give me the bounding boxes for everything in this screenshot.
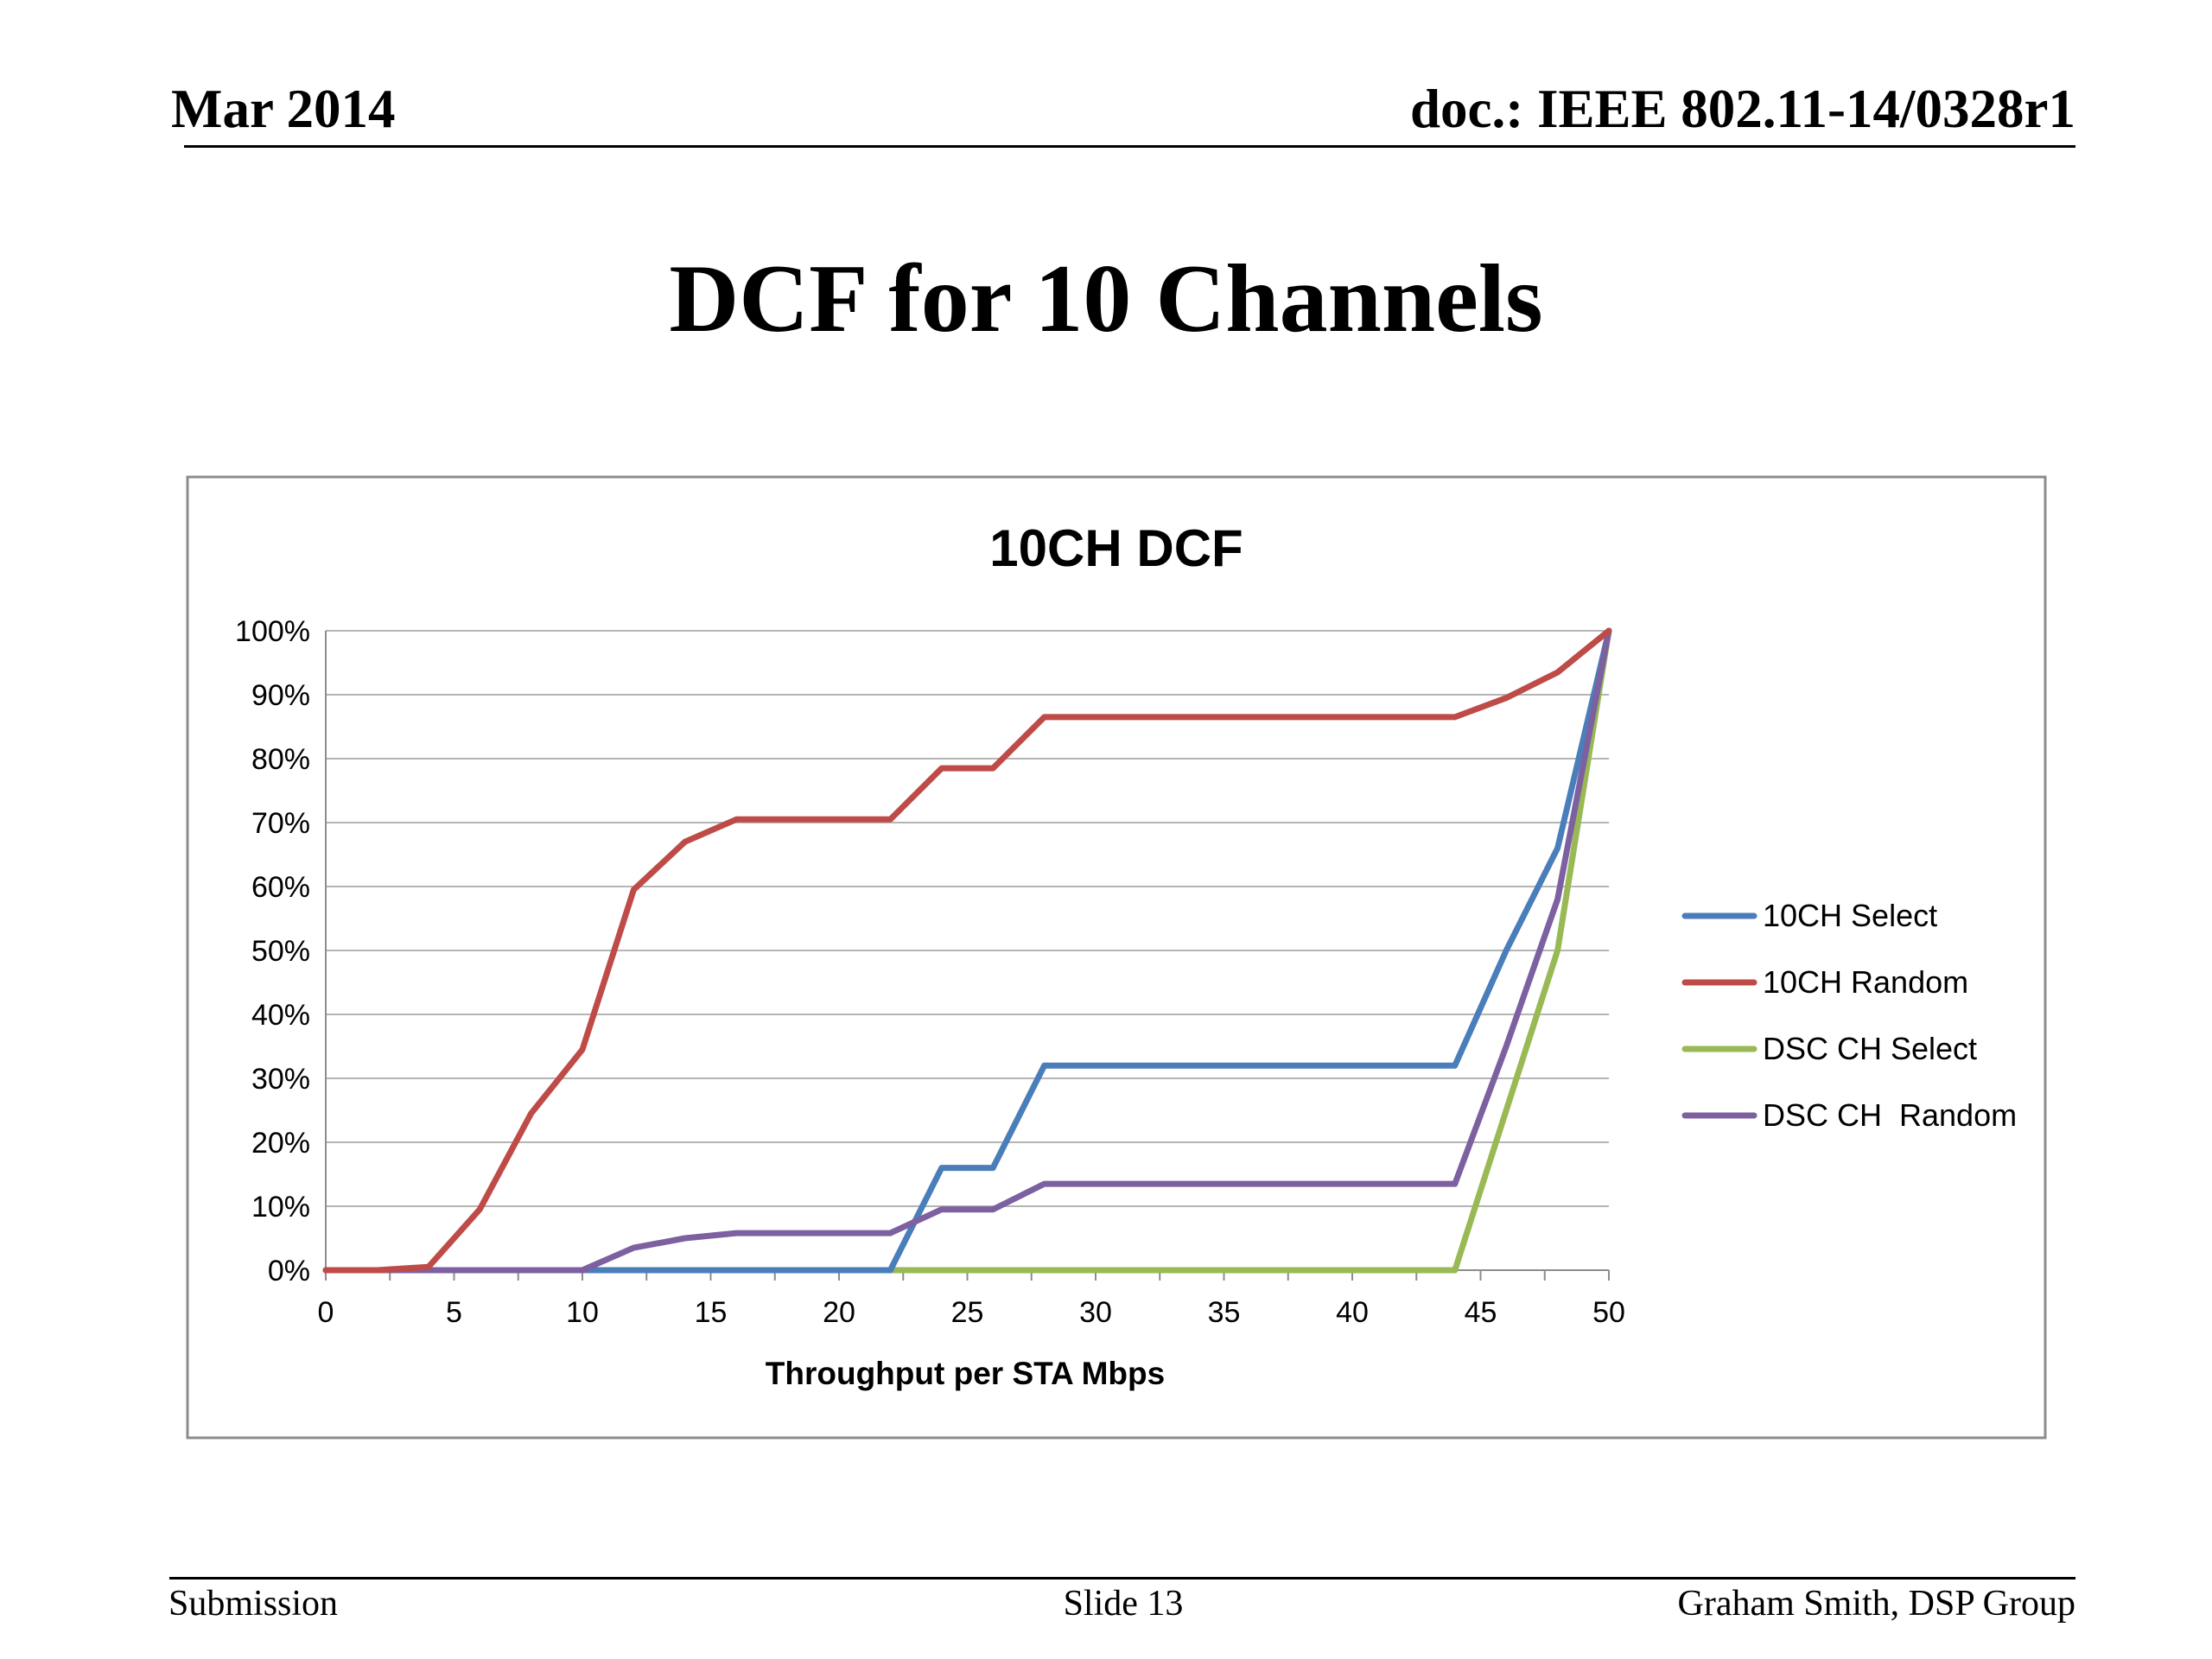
y-tick-label: 10% <box>251 1191 310 1224</box>
x-tick-label: 25 <box>951 1296 984 1329</box>
chart-title: 10CH DCF <box>989 519 1243 577</box>
legend-label-3: DSC CH Random <box>1763 1097 2017 1133</box>
footer-submission: Submission <box>168 1584 339 1624</box>
x-tick-label: 20 <box>823 1296 855 1329</box>
footer-author: Graham Smith, DSP Group <box>1677 1584 2075 1624</box>
header-date: Mar 2014 <box>171 79 396 139</box>
chart-frame <box>186 475 2047 1440</box>
x-tick-label: 30 <box>1079 1296 1112 1329</box>
y-tick-label: 60% <box>251 871 310 904</box>
y-tick-label: 40% <box>251 999 310 1032</box>
slide-title: DCF for 10 Channels <box>669 245 1543 353</box>
x-tick-label: 15 <box>695 1296 728 1329</box>
x-axis-label: Throughput per STA Mbps <box>766 1356 1165 1391</box>
x-tick-label: 50 <box>1592 1296 1625 1329</box>
y-tick-label: 70% <box>251 807 310 840</box>
x-tick-label: 40 <box>1336 1296 1369 1329</box>
header-rule <box>184 145 2075 148</box>
y-tick-label: 90% <box>251 679 310 712</box>
x-tick-label: 5 <box>446 1296 462 1329</box>
y-tick-label: 30% <box>251 1063 310 1096</box>
legend-label-2: DSC CH Select <box>1763 1031 1977 1066</box>
x-tick-label: 35 <box>1208 1296 1241 1329</box>
y-tick-label: 80% <box>251 743 310 776</box>
y-tick-label: 50% <box>251 935 310 968</box>
y-tick-label: 20% <box>251 1127 310 1160</box>
footer-rule <box>169 1577 2075 1580</box>
y-tick-label: 100% <box>235 615 310 648</box>
x-tick-label: 0 <box>318 1296 334 1329</box>
x-tick-label: 45 <box>1465 1296 1497 1329</box>
footer-slide-number: Slide 13 <box>1063 1584 1184 1624</box>
series-line-1 <box>322 627 1612 1274</box>
x-tick-label: 10 <box>566 1296 599 1329</box>
series-line-3 <box>322 627 1612 1274</box>
legend-label-1: 10CH Random <box>1763 964 1968 1000</box>
legend-label-0: 10CH Select <box>1763 898 1937 933</box>
y-tick-label: 0% <box>268 1255 310 1287</box>
header-doc-id: doc.: IEEE 802.11-14/0328r1 <box>1409 79 2075 139</box>
